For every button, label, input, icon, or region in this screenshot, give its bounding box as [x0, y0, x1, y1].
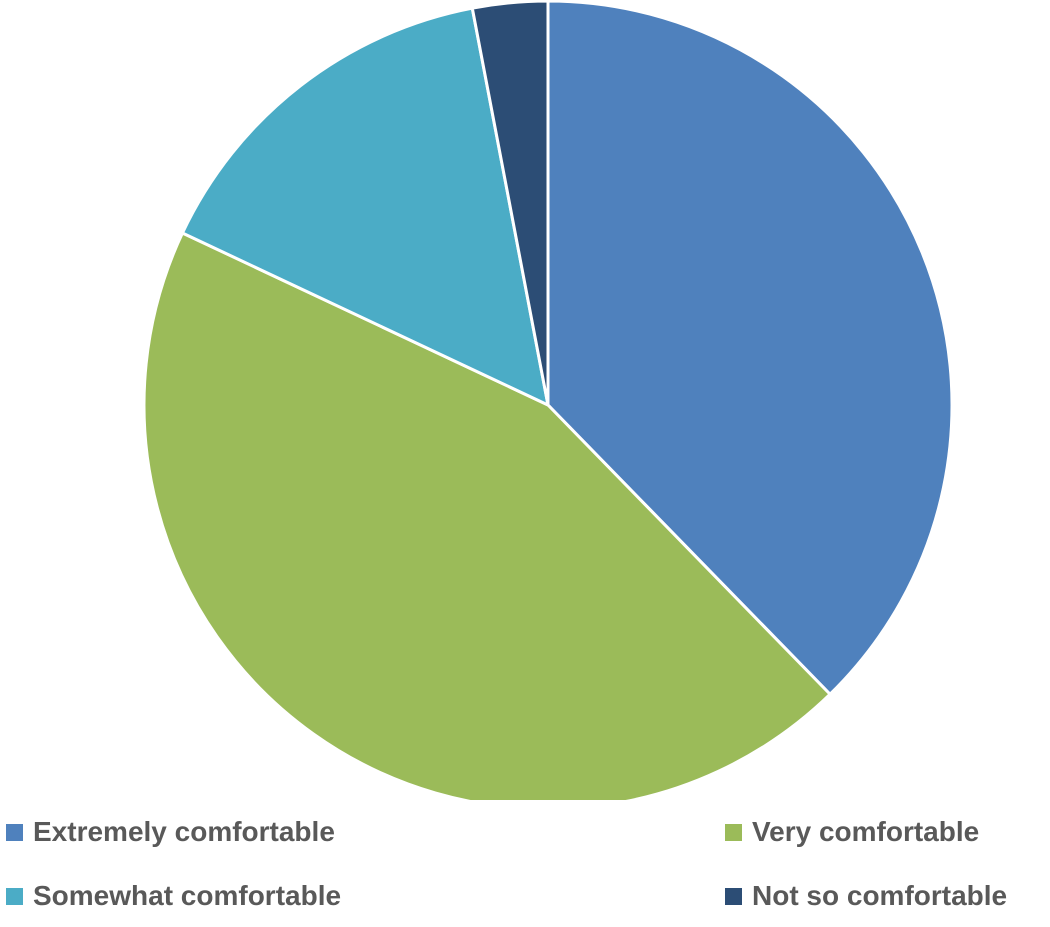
pie-slice-not-so-comfortable — [470, 0, 550, 407]
pie-slice-very-comfortable — [142, 231, 832, 800]
legend-swatch-somewhat-comfortable — [6, 887, 23, 905]
legend-item-extremely-comfortable: Extremely comfortable — [6, 812, 335, 852]
legend-item-somewhat-comfortable: Somewhat comfortable — [6, 876, 341, 916]
legend-label-not-so-comfortable: Not so comfortable — [752, 880, 1008, 911]
legend-swatch-not-so-comfortable — [725, 887, 742, 905]
legend-item-not-so-comfortable: Not so comfortable — [725, 876, 1007, 916]
legend-label-very-comfortable: Very comfortable — [752, 816, 980, 847]
legend-swatch-extremely-comfortable — [6, 823, 23, 841]
legend-item-very-comfortable: Very comfortable — [725, 812, 979, 852]
legend-label-extremely-comfortable: Extremely comfortable — [33, 816, 335, 847]
pie-slice-extremely-comfortable — [546, 0, 954, 696]
legend-swatch-very-comfortable — [725, 823, 742, 841]
chart-legend: Extremely comfortable Very comfortable S… — [0, 810, 1050, 927]
pie-slice-somewhat-comfortable — [180, 6, 550, 407]
legend-label-somewhat-comfortable: Somewhat comfortable — [33, 880, 342, 911]
pie-chart — [142, 0, 954, 800]
